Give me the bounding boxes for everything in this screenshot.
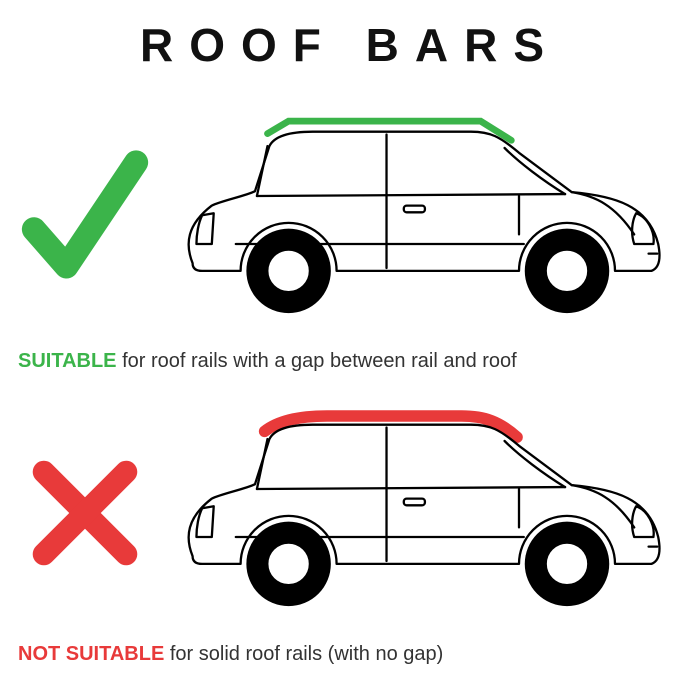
not-suitable-caption: NOT SUITABLE for solid roof rails (with … xyxy=(0,643,700,666)
car-not-suitable xyxy=(160,393,690,633)
car-suitable xyxy=(160,100,690,340)
not-suitable-row xyxy=(0,373,700,653)
suitable-strong: SUITABLE xyxy=(18,350,117,372)
cross-icon xyxy=(10,453,160,573)
check-icon xyxy=(10,145,160,295)
suitable-caption: SUITABLE for roof rails with a gap betwe… xyxy=(0,350,700,373)
page-title: ROOF BARS xyxy=(0,0,700,80)
not-suitable-strong: NOT SUITABLE xyxy=(18,643,164,665)
not-suitable-text: for solid roof rails (with no gap) xyxy=(164,643,443,665)
suitable-row xyxy=(0,80,700,360)
suitable-text: for roof rails with a gap between rail a… xyxy=(117,350,517,372)
